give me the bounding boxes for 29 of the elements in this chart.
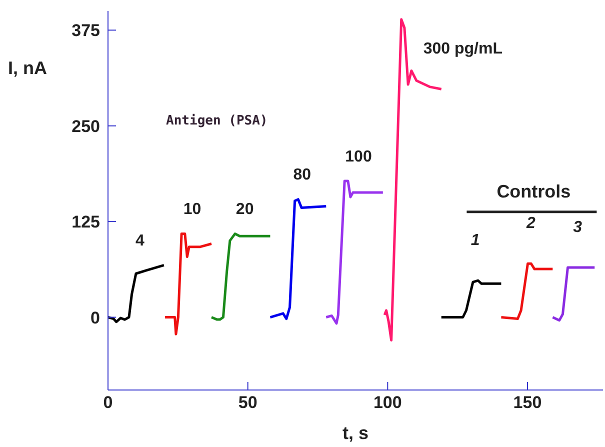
line-series [210,232,272,321]
line-series [164,232,213,336]
y-tick-label: 375 [72,21,100,40]
x-tick-label: 0 [103,393,113,412]
series-label: 1 [470,232,480,249]
x-axis-title: t, s [342,423,369,443]
x-tick-label: 50 [238,393,258,412]
y-tick-label: 0 [90,308,100,328]
y-axis-title: I, nA [8,58,47,78]
line-series [108,264,166,324]
line-series [268,198,328,320]
series-label: 10 [183,201,202,218]
series-label: 100 [345,148,372,166]
annotation: Antigen (PSA) [166,113,268,128]
line-series [500,262,554,320]
y-tick-label: 125 [72,212,100,232]
line-series [551,266,596,322]
annotation: Controls [496,182,571,202]
series-label: 2 [525,215,536,232]
x-tick-label: 150 [513,393,542,412]
y-tick-label: 250 [72,116,100,136]
series-label: 4 [136,232,145,250]
series-label: 20 [236,201,254,218]
line-series [440,279,502,319]
series-label: 80 [293,166,312,184]
line-series [324,180,384,325]
series-label: 3 [573,218,582,236]
x-tick-label: 100 [373,393,402,412]
series-label: 300 pg/mL [423,40,503,58]
